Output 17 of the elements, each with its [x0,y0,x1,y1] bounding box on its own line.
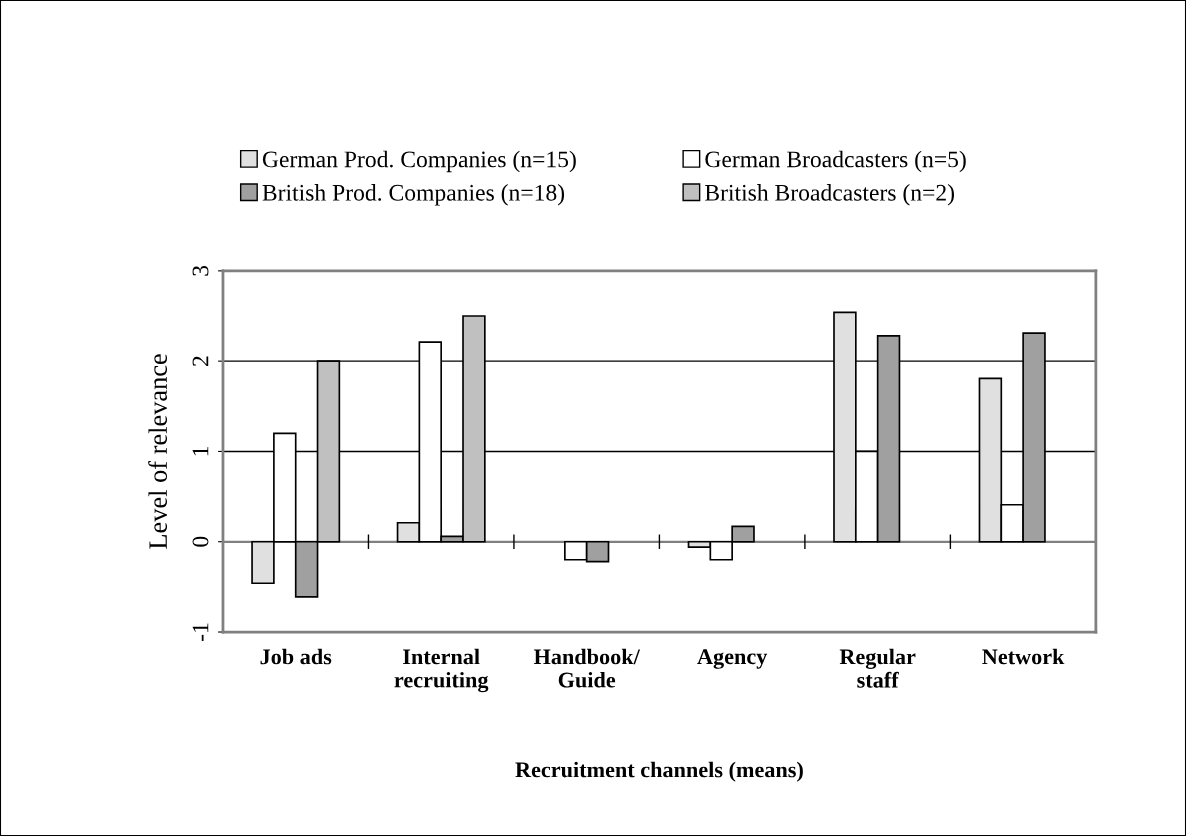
legend-label: German Broadcasters (n=5) [705,150,966,173]
y-tick-label: 2 [192,356,209,367]
legend-label: British Broadcasters (n=2) [705,184,955,206]
y-axis-title: Level of relevance [148,354,168,549]
y-tick-label: -1 [192,623,209,641]
y-tick-label: 3 [192,265,209,276]
x-tick-label: Network [982,648,1065,665]
y-tick-label: 1 [192,446,209,456]
legend-label: British Prod. Companies (n=18) [262,184,565,206]
x-tick-label: Handbook/ Guide [533,648,641,688]
x-tick-label: Agency [697,649,768,669]
x-axis-title: Recruitment channels (means) [515,761,803,782]
x-tick-label: Job ads [260,648,332,665]
legend-label: German Prod. Companies (n=15) [262,150,576,173]
x-tick-label: Regular staff [839,648,916,688]
y-tick-label: 0 [192,536,209,547]
x-tick-label: Internal recruiting [394,648,489,693]
